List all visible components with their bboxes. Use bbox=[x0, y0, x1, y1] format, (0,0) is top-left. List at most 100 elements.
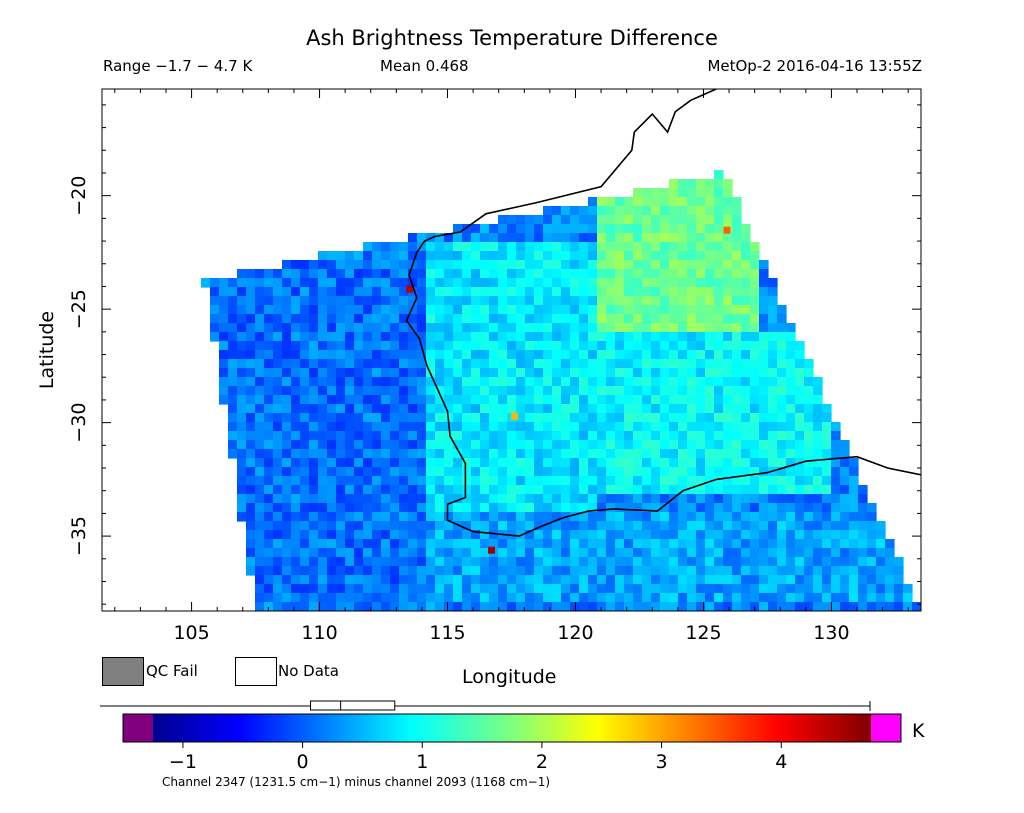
swath-cell bbox=[795, 440, 805, 450]
swath-cell bbox=[255, 368, 265, 378]
swath-cell bbox=[714, 179, 724, 189]
swath-cell bbox=[273, 305, 283, 315]
swath-cell bbox=[732, 548, 742, 558]
swath-cell bbox=[462, 251, 472, 261]
swath-cell bbox=[804, 467, 814, 477]
swath-cell bbox=[822, 458, 832, 468]
swath-cell bbox=[471, 530, 481, 540]
swath-cell bbox=[525, 395, 535, 405]
swath-cell bbox=[408, 530, 418, 540]
swath-cell bbox=[462, 584, 472, 594]
swath-cell bbox=[435, 431, 445, 441]
swath-cell bbox=[615, 278, 625, 288]
swath-cell bbox=[372, 413, 382, 423]
swath-cell bbox=[507, 539, 517, 549]
swath-cell bbox=[435, 548, 445, 558]
swath-cell bbox=[363, 332, 373, 342]
swath-cell bbox=[687, 242, 697, 252]
swath-cell bbox=[336, 566, 346, 576]
swath-cell bbox=[516, 233, 526, 243]
swath-cell bbox=[750, 413, 760, 423]
swath-cell bbox=[678, 440, 688, 450]
swath-cell bbox=[453, 512, 463, 522]
swath-cell bbox=[606, 386, 616, 396]
swath-cell bbox=[381, 269, 391, 279]
swath-cell bbox=[498, 404, 508, 414]
swath-cell bbox=[516, 422, 526, 432]
swath-cell bbox=[696, 494, 706, 504]
swath-cell bbox=[282, 269, 292, 279]
no-data-swatch bbox=[235, 657, 277, 686]
swath-cell bbox=[750, 431, 760, 441]
swath-cell bbox=[390, 404, 400, 414]
swath-cell bbox=[453, 368, 463, 378]
swath-cell bbox=[399, 449, 409, 459]
swath-cell bbox=[723, 503, 733, 513]
swath-cell bbox=[381, 521, 391, 531]
swath-cell bbox=[570, 584, 580, 594]
swath-cell bbox=[651, 476, 661, 486]
swath-cell bbox=[651, 332, 661, 342]
swath-cell bbox=[696, 530, 706, 540]
swath-cell bbox=[552, 386, 562, 396]
swath-cell bbox=[498, 413, 508, 423]
swath-cell bbox=[723, 422, 733, 432]
swath-cell bbox=[579, 458, 589, 468]
swath-cell bbox=[399, 584, 409, 594]
swath-cell bbox=[489, 251, 499, 261]
swath-cell bbox=[786, 386, 796, 396]
swath-cell bbox=[408, 278, 418, 288]
swath-cell bbox=[678, 422, 688, 432]
swath-cell bbox=[714, 404, 724, 414]
swath-cell bbox=[390, 449, 400, 459]
swath-cell bbox=[408, 413, 418, 423]
swath-cell bbox=[561, 539, 571, 549]
swath-cell bbox=[381, 566, 391, 576]
swath-cell bbox=[876, 602, 886, 611]
swath-cell bbox=[795, 359, 805, 369]
swath-cell bbox=[678, 242, 688, 252]
swath-cell bbox=[633, 386, 643, 396]
swath-cell bbox=[687, 368, 697, 378]
swath-cell bbox=[318, 323, 328, 333]
swath-cell bbox=[237, 476, 247, 486]
swath-cell bbox=[507, 557, 517, 567]
swath-cell bbox=[264, 359, 274, 369]
swath-cell bbox=[588, 341, 598, 351]
swath-cell bbox=[543, 593, 553, 603]
swath-cell bbox=[237, 305, 247, 315]
swath-cell bbox=[624, 593, 634, 603]
swath-cell bbox=[282, 278, 292, 288]
swath-cell bbox=[462, 350, 472, 360]
swath-cell bbox=[741, 368, 751, 378]
swath-cell bbox=[741, 530, 751, 540]
swath-cell bbox=[381, 413, 391, 423]
swath-cell bbox=[750, 350, 760, 360]
swath-cell bbox=[615, 593, 625, 603]
swath-cell bbox=[507, 449, 517, 459]
swath-cell bbox=[498, 323, 508, 333]
swath-cell bbox=[462, 242, 472, 252]
swath-cell bbox=[552, 539, 562, 549]
swath-cell bbox=[768, 557, 778, 567]
swath-cell bbox=[750, 476, 760, 486]
swath-cell bbox=[633, 413, 643, 423]
swath-cell bbox=[687, 521, 697, 531]
swath-cell bbox=[228, 323, 238, 333]
swath-cell bbox=[444, 341, 454, 351]
swath-cell bbox=[354, 341, 364, 351]
swath-cell bbox=[426, 458, 436, 468]
swath-cell bbox=[408, 521, 418, 531]
swath-cell bbox=[606, 485, 616, 495]
swath-cell bbox=[399, 341, 409, 351]
swath-cell bbox=[336, 287, 346, 297]
swath-cell bbox=[732, 593, 742, 603]
swath-cell bbox=[273, 278, 283, 288]
swath-cell bbox=[390, 413, 400, 423]
swath-cell bbox=[723, 467, 733, 477]
swath-cell bbox=[840, 503, 850, 513]
swath-cell bbox=[318, 332, 328, 342]
swath-cell bbox=[300, 530, 310, 540]
x-tick-label: 120 bbox=[557, 622, 593, 644]
swath-cell bbox=[624, 494, 634, 504]
